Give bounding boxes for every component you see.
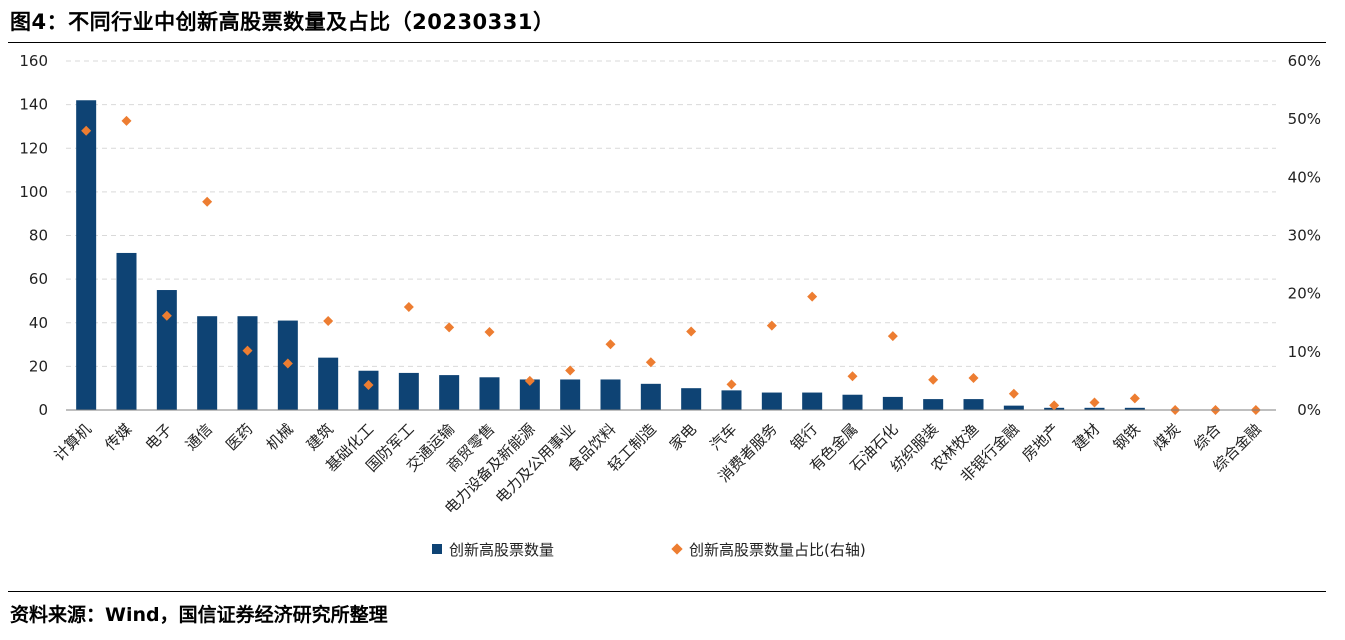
source-rule <box>8 591 1326 592</box>
marker-point <box>807 291 818 302</box>
y-right-tick-label: 60% <box>1288 52 1321 70</box>
x-category-label: 煤炭 <box>1150 420 1184 454</box>
chart: 0 20 40 60 80 100 120 140 160 0% 10% 20% 30% 40% 50% 60… <box>19 52 1321 559</box>
marker-point <box>1008 388 1019 399</box>
bar <box>600 379 621 410</box>
marker-point <box>484 327 495 338</box>
y-left-tick-label: 160 <box>19 52 48 70</box>
marker-point <box>363 379 374 390</box>
y-left-tick-label: 60 <box>29 270 48 288</box>
marker-point <box>887 331 898 342</box>
bar <box>1084 407 1105 410</box>
y-left-tick-label: 40 <box>29 314 48 332</box>
bar <box>923 399 944 410</box>
marker-point <box>403 302 414 313</box>
x-category-label: 综合 <box>1190 420 1224 454</box>
marker-series <box>81 115 1261 415</box>
x-category-label: 家电 <box>666 420 700 454</box>
x-category-label: 汽车 <box>706 420 740 454</box>
bar <box>1124 407 1145 410</box>
x-category-label: 建筑 <box>303 420 337 454</box>
x-category-label: 银行 <box>787 420 821 454</box>
bar <box>1003 405 1024 410</box>
bar-series <box>76 100 1145 410</box>
marker-point <box>847 371 858 382</box>
bar <box>358 370 379 410</box>
marker-point <box>565 365 576 376</box>
x-category-label: 通信 <box>182 420 216 454</box>
bar <box>681 388 702 410</box>
x-category-label: 传媒 <box>101 420 135 454</box>
marker-point <box>242 345 253 356</box>
marker-point <box>1129 393 1140 404</box>
bar <box>76 100 97 410</box>
bar <box>721 390 742 410</box>
legend-bar-label: 创新高股票数量 <box>449 541 554 559</box>
bar <box>519 379 540 410</box>
bar <box>398 372 419 410</box>
bar <box>802 392 823 410</box>
marker-point <box>81 125 92 136</box>
legend-bar-swatch <box>432 544 442 554</box>
title-rule <box>8 42 1326 43</box>
legend-marker-swatch <box>671 543 683 555</box>
bar <box>156 290 177 410</box>
bar <box>882 396 903 410</box>
bar <box>116 252 137 410</box>
y-right-tick-label: 20% <box>1288 285 1321 303</box>
source-note: 资料来源：Wind，国信证券经济研究所整理 <box>10 604 388 626</box>
bar <box>560 379 581 410</box>
gridlines <box>66 60 1276 367</box>
marker-point <box>282 358 293 369</box>
legend: 创新高股票数量 创新高股票数量占比(右轴) <box>432 541 866 559</box>
marker-point <box>161 310 172 321</box>
category-labels: 计算机 传媒 电子 通信 医药 机械 建筑基础化工国防军工交通运输商贸零售电力设备及新能源电… <box>50 420 1264 518</box>
y-left-tick-label: 140 <box>19 96 48 114</box>
marker-point <box>726 379 737 390</box>
marker-point <box>686 326 697 337</box>
x-category-label: 计算机 <box>50 420 95 465</box>
bar <box>439 375 460 410</box>
x-category-label: 电子 <box>142 420 176 454</box>
y-left-tick-label: 100 <box>19 183 48 201</box>
marker-point <box>928 374 939 385</box>
bar <box>318 357 339 410</box>
marker-point <box>766 320 777 331</box>
marker-point <box>524 375 535 386</box>
chart-title: 图4：不同行业中创新高股票数量及占比（20230331） <box>10 10 555 34</box>
bar <box>479 377 500 410</box>
bar <box>640 383 661 410</box>
marker-point <box>605 339 616 350</box>
marker-point <box>323 316 334 327</box>
y-right-tick-label: 50% <box>1288 110 1321 128</box>
marker-point <box>645 357 656 368</box>
x-category-label: 机械 <box>263 420 297 454</box>
bar <box>842 394 863 410</box>
marker-point <box>968 373 979 384</box>
x-category-label: 建材 <box>1069 420 1103 454</box>
y-right-tick-label: 30% <box>1288 227 1321 245</box>
axes: 0 20 40 60 80 100 120 140 160 0% 10% 20% 30% 40% 50% 60… <box>19 52 1321 419</box>
marker-point <box>444 322 455 333</box>
marker-point <box>1089 397 1100 408</box>
y-right-tick-label: 10% <box>1288 343 1321 361</box>
bar <box>197 316 218 410</box>
marker-point <box>1049 400 1060 411</box>
x-category-label: 房地产 <box>1018 420 1063 465</box>
y-left-tick-label: 80 <box>29 227 48 245</box>
legend-marker-label: 创新高股票数量占比(右轴) <box>689 541 866 559</box>
x-category-label: 钢铁 <box>1110 420 1144 454</box>
marker-point <box>121 115 132 126</box>
y-left-tick-label: 120 <box>19 139 48 157</box>
y-left-tick-label: 20 <box>29 357 48 375</box>
bar <box>237 316 258 410</box>
y-left-tick-label: 0 <box>38 401 48 419</box>
y-right-tick-label: 40% <box>1288 168 1321 186</box>
x-category-label: 医药 <box>222 420 256 454</box>
bar <box>963 399 984 410</box>
marker-point <box>202 196 213 207</box>
y-right-tick-label: 0% <box>1297 401 1321 419</box>
bar <box>761 392 782 410</box>
